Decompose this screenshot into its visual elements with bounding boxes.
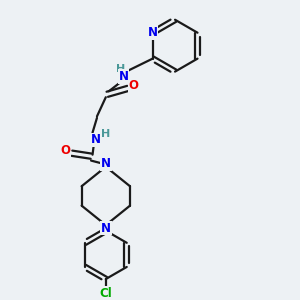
Text: N: N xyxy=(101,222,111,235)
Text: Cl: Cl xyxy=(99,287,112,300)
Text: O: O xyxy=(60,144,70,157)
Text: O: O xyxy=(129,79,139,92)
Text: N: N xyxy=(118,70,128,83)
Text: H: H xyxy=(116,64,125,74)
Text: H: H xyxy=(101,129,110,139)
Text: N: N xyxy=(148,26,158,39)
Text: N: N xyxy=(92,134,101,146)
Text: N: N xyxy=(101,157,111,170)
